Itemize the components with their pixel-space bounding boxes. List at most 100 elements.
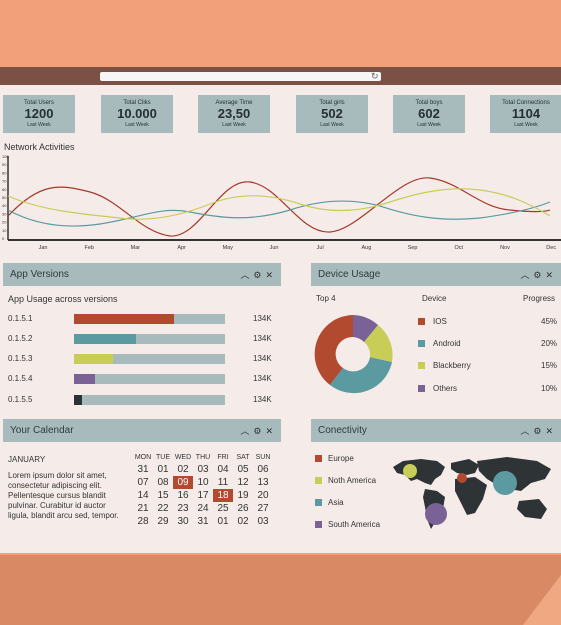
calendar-day[interactable]: 17 <box>197 490 209 501</box>
weekday-header: SUN <box>255 454 271 461</box>
address-bar[interactable] <box>100 72 381 81</box>
calendar-day[interactable]: 21 <box>137 503 149 514</box>
app-versions-subtitle: App Usage across versions <box>8 294 118 304</box>
stat-label: Total boys <box>415 100 443 106</box>
panel-controls[interactable]: ︿⚙✕ <box>520 424 557 437</box>
weekday-header: FRI <box>217 454 229 461</box>
calendar-day[interactable]: 26 <box>237 503 249 514</box>
calendar-day[interactable]: 02 <box>237 516 249 527</box>
gear-icon[interactable]: ⚙ <box>533 270 546 280</box>
stat-card-total-girls: Total girls 502 Last Week <box>296 95 368 133</box>
version-bar-fill <box>74 314 174 324</box>
calendar-day[interactable]: 12 <box>237 477 249 488</box>
calendar-day[interactable]: 03 <box>197 464 209 475</box>
calendar-day[interactable]: 31 <box>137 464 149 475</box>
calendar-day[interactable]: 03 <box>257 516 269 527</box>
x-tick-label: Jan <box>39 245 48 251</box>
panel-title: Device Usage <box>318 269 381 280</box>
x-tick-label: Aug <box>362 245 372 251</box>
collapse-icon[interactable]: ︿ <box>520 426 534 436</box>
calendar-day[interactable]: 01 <box>217 516 229 527</box>
panel-controls[interactable]: ︿⚙✕ <box>520 268 557 281</box>
top-label: Top 4 <box>316 294 336 303</box>
stat-value: 1200 <box>24 106 54 121</box>
calendar-day[interactable]: 10 <box>197 477 209 488</box>
version-value: 134K <box>253 374 272 383</box>
version-label: 0.1.5.5 <box>8 395 33 404</box>
calendar-day[interactable]: 28 <box>137 516 149 527</box>
calendar-day[interactable]: 24 <box>197 503 209 514</box>
close-icon[interactable]: ✕ <box>265 426 277 436</box>
y-tick-label: 40 <box>2 203 7 208</box>
calendar-day[interactable]: 13 <box>257 477 269 488</box>
legend-swatch <box>315 477 322 484</box>
region-label: South America <box>328 520 381 529</box>
calendar-day[interactable]: 27 <box>257 503 269 514</box>
version-label: 0.1.5.1 <box>8 314 33 323</box>
close-icon[interactable]: ✕ <box>265 270 277 280</box>
calendar-day[interactable]: 16 <box>177 490 189 501</box>
calendar-day[interactable]: 30 <box>177 516 189 527</box>
legend-swatch <box>315 455 322 462</box>
calendar-day[interactable]: 08 <box>157 477 169 488</box>
panel-controls[interactable]: ︿⚙✕ <box>240 424 277 437</box>
collapse-icon[interactable]: ︿ <box>240 270 254 280</box>
calendar-day[interactable]: 31 <box>197 516 209 527</box>
x-tick-label: Mar <box>131 245 141 251</box>
gear-icon[interactable]: ⚙ <box>533 426 546 436</box>
calendar-day[interactable]: 25 <box>217 503 229 514</box>
reload-icon[interactable]: ↻ <box>371 71 379 81</box>
legend-swatch <box>315 499 322 506</box>
calendar-header: Your Calendar ︿⚙✕ <box>3 419 281 442</box>
version-bar <box>74 374 225 384</box>
calendar-day[interactable]: 11 <box>217 477 229 488</box>
calendar-note: Lorem ipsum dolor sit amet, consectetur … <box>8 471 119 520</box>
europe-bubble <box>457 473 467 483</box>
calendar-week: 31 01 02 03 04 05 06 <box>133 463 273 476</box>
x-tick-label: Jul <box>317 245 324 251</box>
legend-swatch <box>418 340 425 347</box>
version-bar <box>74 314 225 324</box>
calendar-week: 14 15 16 17 18 19 20 <box>133 489 273 502</box>
calendar-day[interactable]: 18 <box>213 489 233 502</box>
calendar-day[interactable]: 06 <box>257 464 269 475</box>
calendar-day[interactable]: 20 <box>257 490 269 501</box>
version-value: 134K <box>253 334 272 343</box>
weekday-header: MON <box>134 454 152 461</box>
collapse-icon[interactable]: ︿ <box>240 426 254 436</box>
close-icon[interactable]: ✕ <box>545 270 557 280</box>
stat-value: 10.000 <box>117 106 157 121</box>
stat-period: Last Week <box>27 122 51 128</box>
y-tick-label: 70 <box>2 179 7 184</box>
calendar-day[interactable]: 14 <box>137 490 149 501</box>
close-icon[interactable]: ✕ <box>545 426 557 436</box>
calendar-day[interactable]: 29 <box>157 516 169 527</box>
device-name: Android <box>433 339 461 348</box>
legend-swatch <box>418 362 425 369</box>
calendar-day[interactable]: 01 <box>157 464 169 475</box>
stat-label: Total Users <box>23 100 54 106</box>
stat-period: Last Week <box>417 122 441 128</box>
gear-icon[interactable]: ⚙ <box>253 270 266 280</box>
app-versions-header: App Versions ︿⚙✕ <box>3 263 281 286</box>
calendar-day[interactable]: 15 <box>157 490 169 501</box>
gear-icon[interactable]: ⚙ <box>253 426 266 436</box>
calendar-day[interactable]: 23 <box>177 503 189 514</box>
calendar-day[interactable]: 02 <box>177 464 189 475</box>
calendar-day[interactable]: 04 <box>217 464 229 475</box>
calendar-day[interactable]: 05 <box>237 464 249 475</box>
calendar-day[interactable]: 22 <box>157 503 169 514</box>
collapse-icon[interactable]: ︿ <box>520 270 534 280</box>
network-activities-title: Network Activities <box>4 142 75 152</box>
calendar-day[interactable]: 19 <box>237 490 249 501</box>
donut-slice-blackberry <box>364 325 393 362</box>
calendar-day[interactable]: 09 <box>173 476 193 489</box>
calendar-day[interactable]: 07 <box>137 477 149 488</box>
x-tick-label: Sep <box>408 245 418 251</box>
map-australia <box>517 499 547 519</box>
version-label: 0.1.5.4 <box>8 374 33 383</box>
version-bar <box>74 334 225 344</box>
panel-controls[interactable]: ︿⚙✕ <box>240 268 277 281</box>
legend-swatch <box>315 521 322 528</box>
weekday-header: TUE <box>156 454 170 461</box>
